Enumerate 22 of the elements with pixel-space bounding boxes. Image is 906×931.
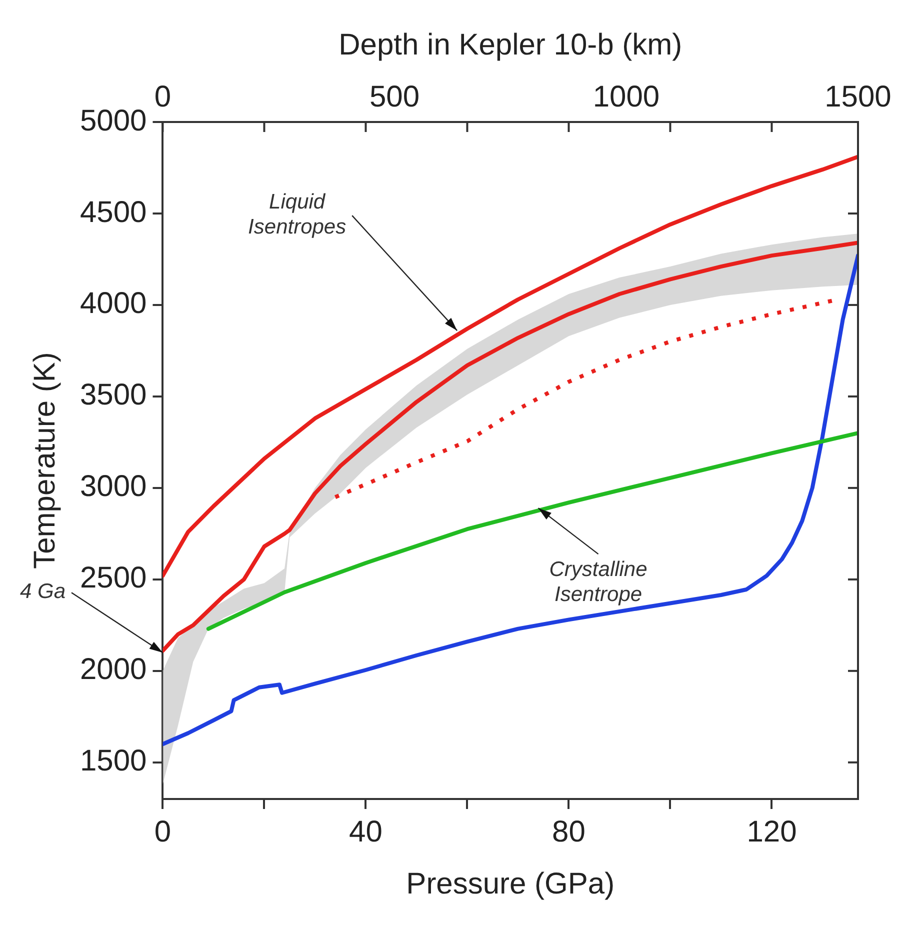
y-tick-label: 2500	[80, 562, 147, 595]
x-tick-label: 0	[154, 815, 172, 848]
y-tick-label: 3000	[80, 470, 147, 504]
y-tick-label: 4000	[80, 287, 147, 320]
y-axis-title: Temperature (K)	[28, 352, 62, 569]
annotation: Liquid Isentropes	[248, 190, 347, 238]
y-tick-label: 5000	[80, 104, 147, 138]
annotation: 4 Ga	[20, 580, 66, 603]
y-tick-label: 2000	[80, 653, 147, 686]
x-tick-label: 80	[552, 815, 586, 848]
x-tick-label: 40	[349, 815, 382, 848]
x2-tick-label: 1500	[824, 80, 892, 114]
x-axis-title: Pressure (GPa)	[406, 867, 615, 900]
annotation: Crystalline Isentrope	[549, 558, 648, 606]
y-tick-label: 4500	[80, 196, 147, 229]
x2-axis-title: Depth in Kepler 10-b (km)	[338, 28, 682, 62]
y-tick-label: 1500	[80, 744, 147, 778]
x2-tick-label: 0	[154, 80, 172, 114]
x-tick-label: 120	[746, 815, 797, 848]
x2-tick-label: 1000	[592, 80, 660, 114]
y-tick-label: 3500	[80, 378, 147, 412]
x2-tick-label: 500	[369, 80, 420, 114]
